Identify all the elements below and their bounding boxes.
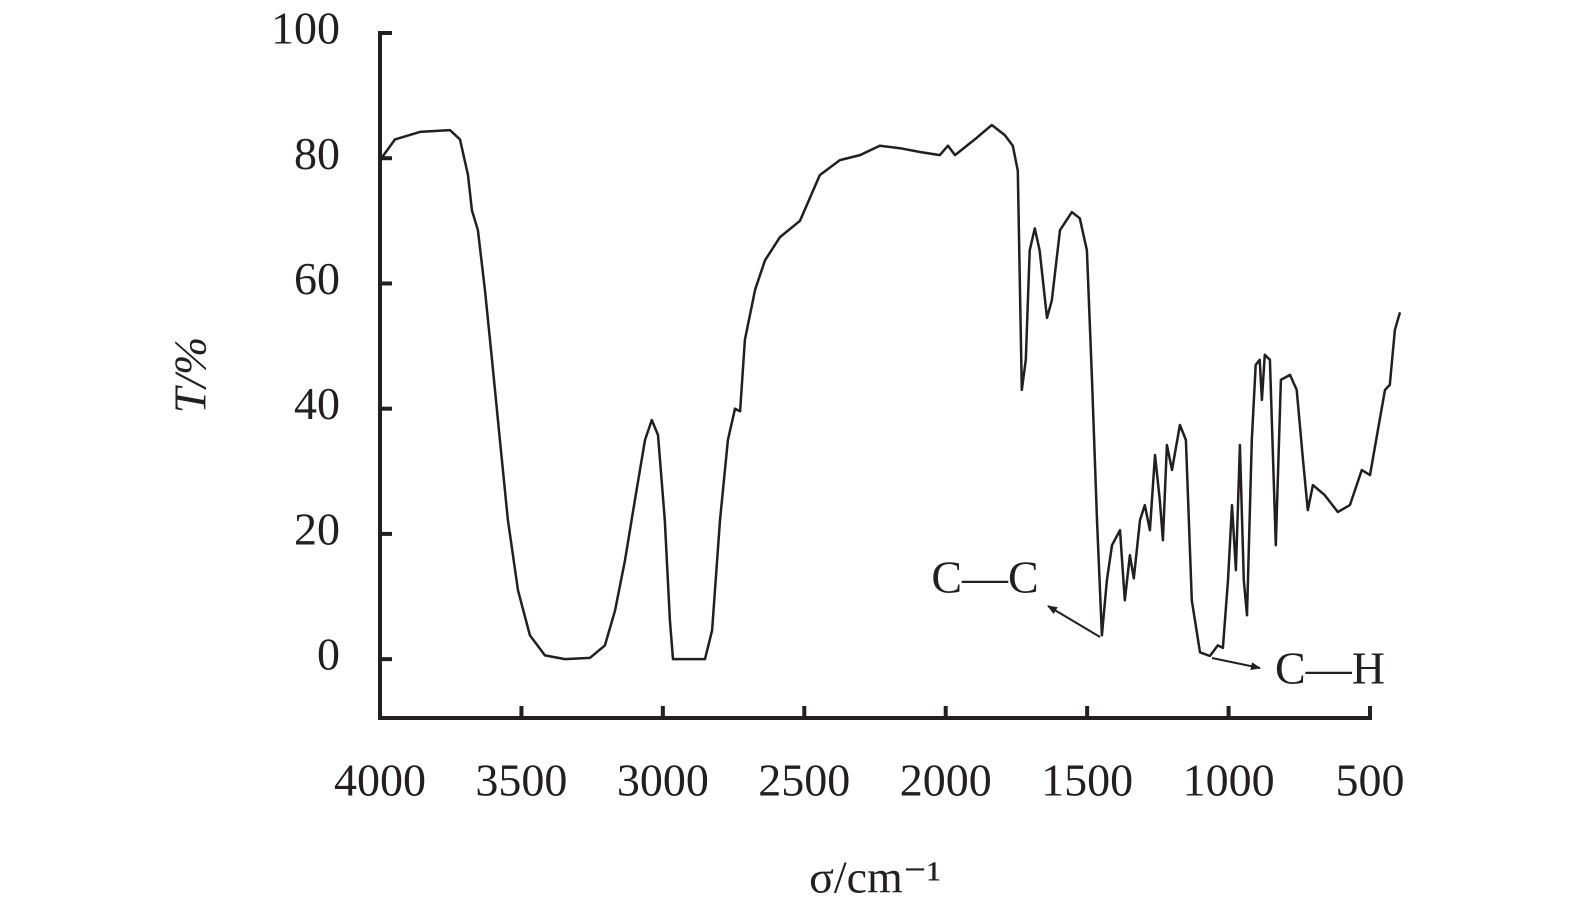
x-tick-label: 1500 — [1041, 755, 1133, 806]
x-tick-label: 500 — [1336, 755, 1405, 806]
x-tick-label: 2000 — [900, 755, 992, 806]
annotation: C—C — [931, 552, 1038, 603]
y-tick-label: 60 — [294, 253, 340, 304]
x-tick-label: 2500 — [758, 755, 850, 806]
x-tick-label: 4000 — [334, 755, 426, 806]
y-tick-label: 100 — [271, 3, 340, 54]
spectrum-line — [378, 123, 1402, 661]
y-axis-label: T/% — [165, 337, 216, 414]
x-tick-label: 1000 — [1183, 755, 1275, 806]
y-tick-label: 20 — [294, 503, 340, 554]
y-tick-label: 40 — [294, 378, 340, 429]
y-tick-label: 0 — [317, 629, 340, 680]
x-tick-label: 3500 — [475, 755, 567, 806]
annotation-arrow — [1047, 605, 1101, 638]
x-axis-label: σ/cm⁻¹ — [809, 852, 941, 903]
annotation: C—H — [1275, 643, 1385, 694]
x-tick-label: 3000 — [617, 755, 709, 806]
annotation-arrow — [1211, 657, 1261, 671]
y-tick-label: 80 — [294, 128, 340, 179]
